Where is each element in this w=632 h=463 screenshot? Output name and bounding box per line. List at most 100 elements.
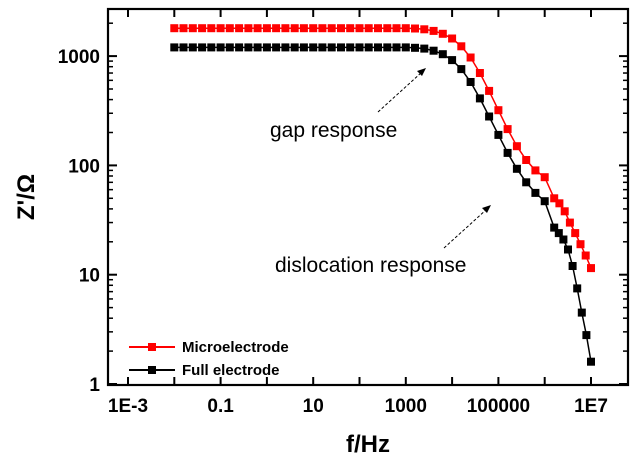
- plot-area-border: [106, 7, 630, 387]
- data-point: [318, 24, 327, 33]
- data-point: [531, 188, 540, 197]
- data-point: [383, 43, 392, 52]
- x-tick-label: 1E7: [574, 396, 608, 417]
- legend: Microelectrode Full electrode: [129, 339, 289, 379]
- data-point: [188, 43, 197, 52]
- annotation-arrowhead: [417, 68, 426, 76]
- data-point: [503, 125, 512, 134]
- data-point: [188, 24, 197, 33]
- data-point: [392, 24, 401, 33]
- series-microelectrode: [170, 24, 595, 273]
- data-point: [485, 112, 494, 121]
- data-point: [392, 43, 401, 52]
- data-point: [531, 166, 540, 175]
- data-point: [429, 26, 438, 35]
- data-point: [503, 148, 512, 157]
- data-point: [512, 142, 521, 151]
- data-point: [262, 43, 271, 52]
- data-point: [401, 43, 410, 52]
- data-point: [272, 24, 281, 33]
- data-point: [299, 43, 308, 52]
- data-point: [411, 43, 419, 52]
- data-point: [466, 53, 475, 62]
- data-point: [568, 262, 577, 270]
- data-point: [299, 24, 308, 33]
- data-point: [573, 284, 582, 293]
- data-point: [475, 94, 484, 103]
- data-point: [475, 69, 484, 77]
- x-tick-label: 100000: [467, 396, 530, 417]
- data-point: [494, 130, 503, 139]
- data-point: [438, 29, 447, 38]
- data-point: [457, 65, 466, 74]
- data-point: [494, 106, 503, 115]
- data-point: [565, 218, 574, 227]
- data-point: [429, 46, 438, 55]
- data-point: [383, 24, 392, 33]
- data-point: [216, 43, 225, 52]
- legend-marker: [148, 366, 156, 374]
- data-point: [364, 24, 373, 33]
- data-point: [587, 357, 595, 366]
- series-line: [174, 27, 592, 269]
- data-point: [244, 24, 253, 33]
- data-point: [448, 34, 457, 43]
- data-point: [401, 24, 410, 33]
- data-point: [244, 43, 253, 52]
- data-point: [216, 24, 225, 33]
- data-point: [411, 24, 419, 33]
- data-point: [420, 44, 429, 53]
- data-point: [272, 43, 281, 52]
- data-point: [290, 43, 299, 52]
- data-point: [560, 207, 569, 216]
- legend-marker: [148, 343, 156, 351]
- data-point: [364, 43, 373, 52]
- series-full-electrode: [170, 43, 595, 366]
- series-line: [174, 46, 592, 362]
- data-point: [346, 24, 355, 33]
- data-point: [253, 24, 262, 33]
- x-tick-label: 0.1: [207, 396, 234, 417]
- data-point: [262, 24, 271, 33]
- series-layer: [170, 24, 595, 366]
- data-point: [235, 43, 244, 52]
- annotation-text: dislocation response: [275, 254, 466, 277]
- data-point: [235, 24, 244, 33]
- y-axis-label: Z'/Ω: [13, 174, 40, 220]
- annotation-arrowhead: [482, 205, 491, 213]
- data-point: [355, 43, 364, 52]
- data-point: [207, 24, 216, 33]
- y-tick-label: 1000: [58, 47, 100, 68]
- data-point: [571, 229, 580, 238]
- data-point: [290, 24, 299, 33]
- data-point: [550, 194, 559, 203]
- data-point: [576, 240, 585, 249]
- data-point: [582, 331, 591, 340]
- data-point: [540, 197, 549, 206]
- data-point: [309, 43, 318, 52]
- y-tick-labels: 1 10 100 1000: [58, 47, 101, 396]
- legend-label: Full electrode: [182, 362, 280, 379]
- data-point: [466, 78, 475, 86]
- data-point: [253, 43, 262, 52]
- data-point: [309, 24, 318, 33]
- x-tick-label: 1000: [385, 396, 427, 417]
- data-point: [559, 235, 568, 244]
- x-axis-label: f/Hz: [346, 431, 390, 458]
- data-point: [198, 24, 207, 33]
- data-point: [522, 178, 531, 187]
- data-point: [337, 24, 345, 33]
- data-point: [512, 164, 521, 173]
- data-point: [420, 25, 429, 34]
- annotation-text: gap response: [270, 119, 397, 142]
- data-point: [457, 42, 466, 51]
- data-point: [337, 43, 345, 52]
- data-point: [587, 264, 595, 273]
- data-point: [485, 86, 494, 95]
- data-point: [225, 24, 234, 33]
- data-point: [179, 43, 188, 52]
- data-point: [564, 245, 572, 254]
- data-point: [577, 308, 586, 317]
- data-point: [318, 43, 327, 52]
